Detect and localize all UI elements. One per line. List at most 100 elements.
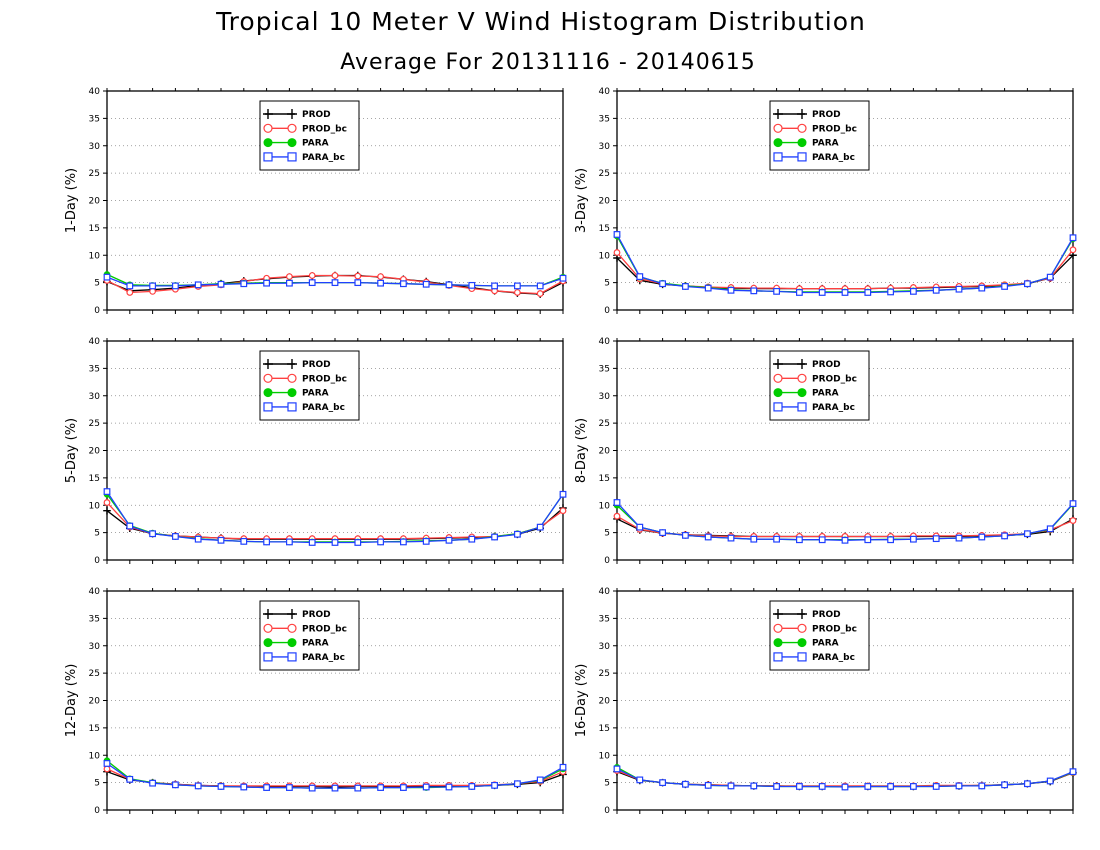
data-point xyxy=(1046,777,1054,785)
y-tick-label: 20 xyxy=(599,197,611,207)
y-tick-label: 35 xyxy=(89,614,100,624)
legend: PROD PROD_bc PARA PARA_bc xyxy=(769,100,870,171)
data-point xyxy=(103,760,111,767)
data-point xyxy=(841,536,849,544)
legend-marker xyxy=(263,109,273,119)
data-point xyxy=(681,283,689,290)
data-point xyxy=(491,282,498,290)
legend-label: PARA xyxy=(302,639,329,649)
data-point xyxy=(613,249,621,256)
data-point xyxy=(1001,532,1008,540)
y-tick-label: 15 xyxy=(599,724,610,734)
legend-marker xyxy=(263,123,273,133)
data-point xyxy=(468,281,476,289)
data-point xyxy=(377,279,384,287)
data-point xyxy=(818,783,826,790)
data-point xyxy=(308,784,316,792)
legend: PROD PROD_bc PARA PARA_bc xyxy=(259,100,360,171)
legend-marker xyxy=(287,402,297,412)
data-point xyxy=(909,535,917,543)
data-point xyxy=(308,272,316,279)
legend-marker xyxy=(773,109,783,119)
data-point xyxy=(240,537,248,545)
legend-marker xyxy=(797,359,807,369)
y-axis-label: 16-Day (%) xyxy=(574,664,589,738)
y-tick-label: 5 xyxy=(604,279,610,289)
legend-marker xyxy=(773,138,783,148)
y-tick-label: 20 xyxy=(599,697,611,707)
data-point xyxy=(932,783,940,790)
data-point xyxy=(887,783,894,790)
legend-box xyxy=(259,600,360,671)
y-axis-label: 3-Day (%) xyxy=(574,168,589,233)
legend-marker xyxy=(797,609,807,619)
y-tick-label: 15 xyxy=(599,474,610,484)
y-tick-label: 30 xyxy=(89,142,101,152)
legend: PROD PROD_bc PARA PARA_bc xyxy=(259,600,360,671)
legend-marker xyxy=(773,402,783,412)
data-point xyxy=(126,289,134,296)
legend-label: PROD_bc xyxy=(812,624,857,634)
data-point xyxy=(308,539,316,546)
y-tick-label: 40 xyxy=(89,587,101,597)
data-point xyxy=(1069,234,1077,242)
series-PARA_bc xyxy=(103,273,567,290)
data-point xyxy=(240,280,248,288)
data-point xyxy=(887,288,894,296)
data-point xyxy=(841,289,849,296)
data-point xyxy=(659,779,666,787)
y-tick-label: 5 xyxy=(94,779,100,789)
legend-marker xyxy=(263,652,273,662)
legend-label: PROD xyxy=(302,610,331,620)
data-point xyxy=(103,506,111,515)
legend-marker xyxy=(287,138,297,148)
y-tick-label: 25 xyxy=(89,669,100,679)
y-axis-label: 1-Day (%) xyxy=(64,168,79,233)
data-point xyxy=(818,289,826,296)
data-point xyxy=(1001,283,1008,290)
y-axis-label: 5-Day (%) xyxy=(64,418,79,483)
legend-label: PROD_bc xyxy=(302,124,347,134)
legend-marker xyxy=(797,373,807,383)
data-point xyxy=(1069,768,1077,776)
legend-label: PARA_bc xyxy=(812,403,855,413)
data-point xyxy=(681,531,689,539)
data-point xyxy=(491,781,498,789)
data-point xyxy=(172,781,179,789)
data-point xyxy=(468,783,476,790)
legend-marker xyxy=(287,123,297,133)
legend-marker xyxy=(287,609,297,619)
legend-marker xyxy=(797,652,807,662)
legend-marker xyxy=(773,359,783,369)
data-point xyxy=(1046,525,1054,533)
legend-marker xyxy=(797,152,807,162)
legend-box xyxy=(769,350,870,421)
legend-label: PROD_bc xyxy=(302,374,347,384)
y-tick-label: 30 xyxy=(599,392,611,402)
data-point xyxy=(841,783,849,791)
data-point xyxy=(613,512,621,520)
y-tick-label: 40 xyxy=(89,337,101,347)
y-tick-label: 30 xyxy=(89,642,101,652)
data-point xyxy=(513,282,521,290)
legend-marker xyxy=(287,359,297,369)
legend-label: PARA_bc xyxy=(812,653,855,663)
legend-label: PROD xyxy=(302,360,331,370)
data-point xyxy=(354,279,362,287)
data-point xyxy=(1001,781,1008,789)
data-point xyxy=(559,274,567,282)
data-point xyxy=(536,290,544,297)
data-point xyxy=(681,780,689,788)
legend-marker xyxy=(797,638,807,648)
legend-marker xyxy=(773,123,783,133)
legend-marker xyxy=(263,638,273,648)
y-tick-label: 15 xyxy=(89,474,100,484)
legend-marker xyxy=(287,652,297,662)
y-tick-label: 10 xyxy=(599,751,611,761)
legend-marker xyxy=(797,623,807,633)
legend-marker xyxy=(797,109,807,119)
data-point xyxy=(773,535,780,543)
data-point xyxy=(955,782,963,790)
data-point xyxy=(636,776,644,784)
legend-marker xyxy=(797,138,807,148)
